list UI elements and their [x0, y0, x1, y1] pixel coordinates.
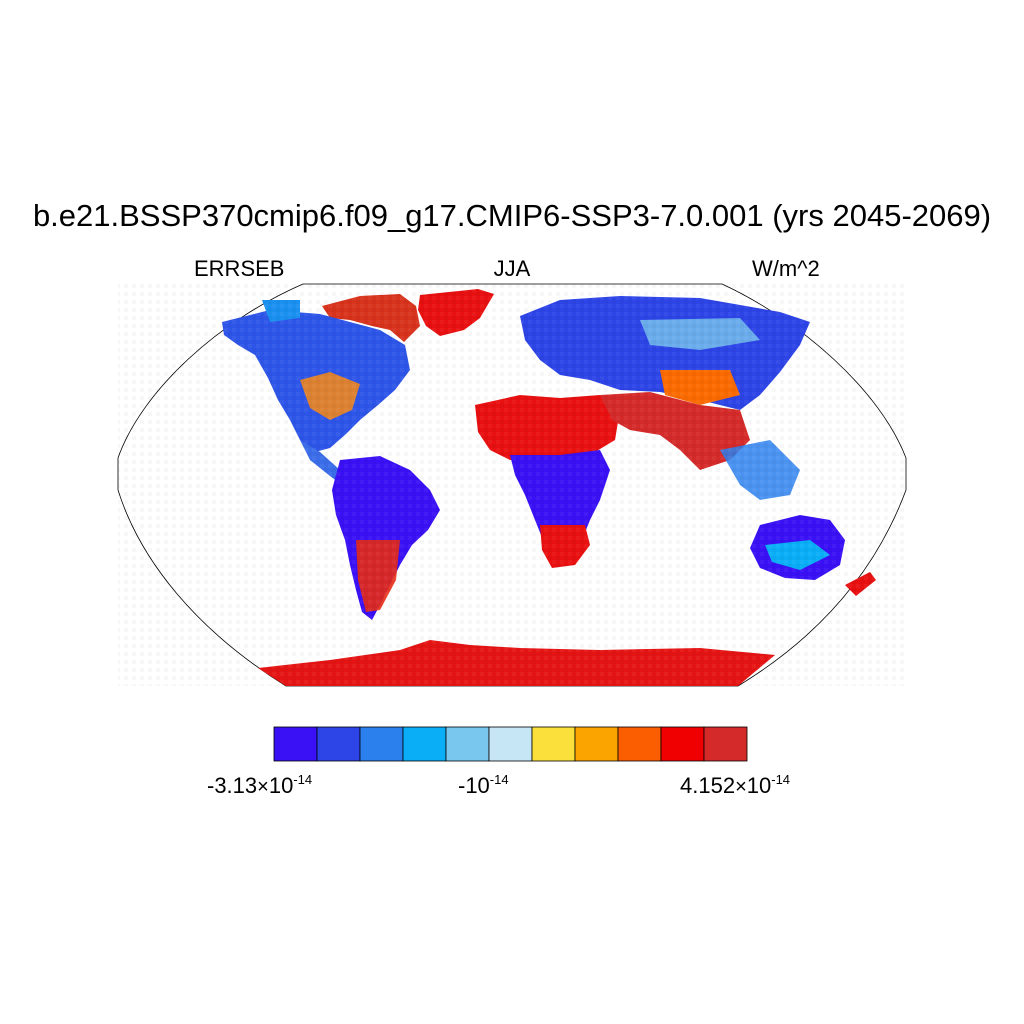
colorbar-min-label: -3.13×10-14: [207, 772, 313, 798]
season-label: JJA: [493, 256, 531, 281]
plot-title: b.e21.BSSP370cmip6.f09_g17.CMIP6-SSP3-7.…: [32, 198, 992, 233]
variable-label: ERRSEB: [194, 256, 285, 281]
units-label: W/m^2: [752, 256, 820, 281]
colorbar-max-label: 4.152×10-14: [680, 772, 791, 798]
colorbar-mid-label: -10-14: [458, 772, 509, 798]
